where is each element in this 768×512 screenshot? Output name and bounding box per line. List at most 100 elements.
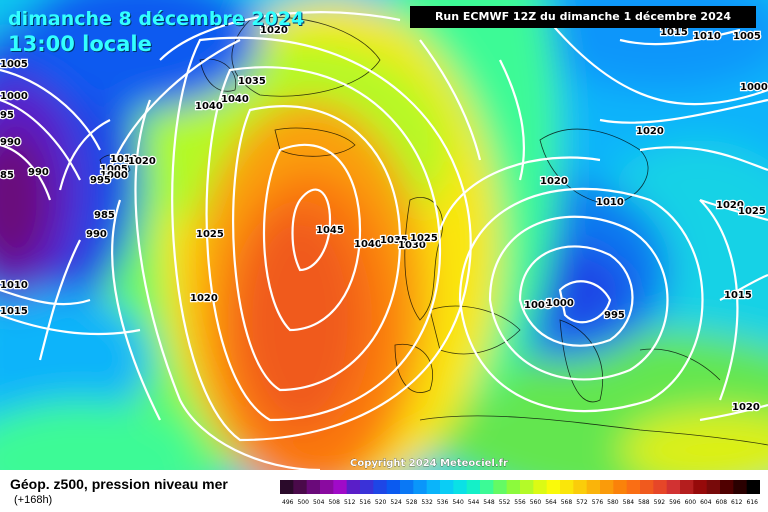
isobar-label: 1040: [221, 94, 249, 105]
legend-swatch: [666, 480, 681, 494]
legend-swatch: [493, 480, 508, 494]
isobars: [0, 9, 768, 470]
isobar-label: 1010: [110, 154, 138, 165]
legend-label: 560: [530, 499, 542, 506]
forecast-time: 13:00 locale: [8, 32, 152, 56]
isobar-label: 985: [94, 210, 115, 221]
legend-swatch: [573, 480, 588, 494]
legend-swatch: [626, 480, 641, 494]
legend-swatch: [746, 480, 760, 494]
legend-swatch: [373, 480, 388, 494]
legend-swatch: [333, 480, 348, 494]
isobar-label: 1020: [732, 402, 760, 413]
legend-label: 596: [669, 499, 681, 506]
isobar-label: 990: [28, 167, 49, 178]
legend-swatch: [400, 480, 414, 494]
color-legend: 496 500 504 508 512 516 520 524 528 532 536 540 544 5…: [280, 480, 760, 506]
isobar-label: 1000: [0, 91, 28, 102]
isobar-label: 1045: [316, 225, 344, 236]
legend-swatch: [533, 480, 548, 494]
legend-label: 572: [576, 499, 588, 506]
legend-swatch: [280, 480, 294, 494]
coastlines: [99, 17, 768, 446]
legend-label: 588: [638, 499, 650, 506]
legend-swatch: [360, 480, 374, 494]
isobar-label: 995: [90, 175, 111, 186]
legend-label: 532: [421, 499, 433, 506]
legend-swatch: [293, 480, 308, 494]
legend-label: 516: [359, 499, 371, 506]
isobar-label: 1020: [260, 25, 288, 36]
isobar-label: 1020: [716, 200, 744, 211]
legend-swatch: [613, 480, 628, 494]
legend-swatch: [706, 480, 721, 494]
legend-swatch: [720, 480, 734, 494]
legend-swatch: [546, 480, 561, 494]
legend-label: 496: [282, 499, 294, 506]
isobar-label: 95: [0, 110, 14, 121]
legend-label: 528: [406, 499, 418, 506]
legend-swatch: [586, 480, 601, 494]
run-info: Run ECMWF 12Z du dimanche 1 décembre 202…: [410, 6, 756, 28]
isobar-label: 1010: [596, 197, 624, 208]
legend-label: 500: [297, 499, 309, 506]
isobar-label: 1020: [540, 176, 568, 187]
isobar-label: 1015: [660, 27, 688, 38]
isobar-label: 1010: [693, 31, 721, 42]
legend-label: 568: [561, 499, 573, 506]
legend-swatch: [680, 480, 694, 494]
legend-swatch: [346, 480, 361, 494]
legend-swatch: [320, 480, 334, 494]
legend-label: 540: [452, 499, 464, 506]
isobar-label: 1020: [636, 126, 664, 137]
isobar-label: 1035: [238, 76, 266, 87]
isobar-label: 1010: [0, 280, 28, 291]
forecast-date: dimanche 8 décembre 2024: [8, 8, 305, 30]
isobar-label: 1025: [738, 206, 766, 217]
legend-label: 576: [592, 499, 604, 506]
isobar-label: 1005: [0, 59, 28, 70]
legend-swatch: [653, 480, 668, 494]
legend-label: 544: [468, 499, 480, 506]
legend-swatch: [560, 480, 574, 494]
isobar-label: 1020: [128, 156, 156, 167]
legend-swatch: [440, 480, 454, 494]
isobar-label: 1005: [733, 31, 761, 42]
isobar-label: 1015: [724, 290, 752, 301]
legend-label: 520: [375, 499, 387, 506]
isobar-label: 1000: [740, 82, 768, 93]
legend-swatch: [466, 480, 481, 494]
legend-swatch: [386, 480, 401, 494]
legend-swatch: [520, 480, 534, 494]
legend-label: 592: [654, 499, 666, 506]
legend-label: 556: [514, 499, 526, 506]
legend-label: 536: [437, 499, 449, 506]
legend-swatch: [600, 480, 614, 494]
legend-label: 524: [390, 499, 402, 506]
legend-label: 580: [607, 499, 619, 506]
legend-swatch: [640, 480, 654, 494]
map-title: Géop. z500, pression niveau mer: [10, 476, 228, 492]
isobar-label: 1025: [196, 229, 224, 240]
isobar-label: 1030: [398, 240, 426, 251]
isobar-label: 1035: [380, 235, 408, 246]
isobar-label: 1020: [190, 293, 218, 304]
legend-label: 548: [483, 499, 495, 506]
legend-swatch: [693, 480, 708, 494]
legend-label: 604: [700, 499, 712, 506]
isobar-label: 1000: [546, 298, 574, 309]
isobar-label: 1005: [524, 300, 552, 311]
legend-swatch: [306, 480, 321, 494]
legend-label: 504: [313, 499, 325, 506]
legend-label: 552: [499, 499, 511, 506]
legend-label: 612: [731, 499, 743, 506]
isobar-label: 990: [0, 137, 21, 148]
legend-swatch: [426, 480, 441, 494]
copyright-text: Copyright 2024 Meteociel.fr: [350, 458, 508, 469]
legend-swatch: [413, 480, 428, 494]
legend-label: 608: [716, 499, 728, 506]
legend-label: 584: [623, 499, 635, 506]
isobar-label: 995: [604, 310, 625, 321]
